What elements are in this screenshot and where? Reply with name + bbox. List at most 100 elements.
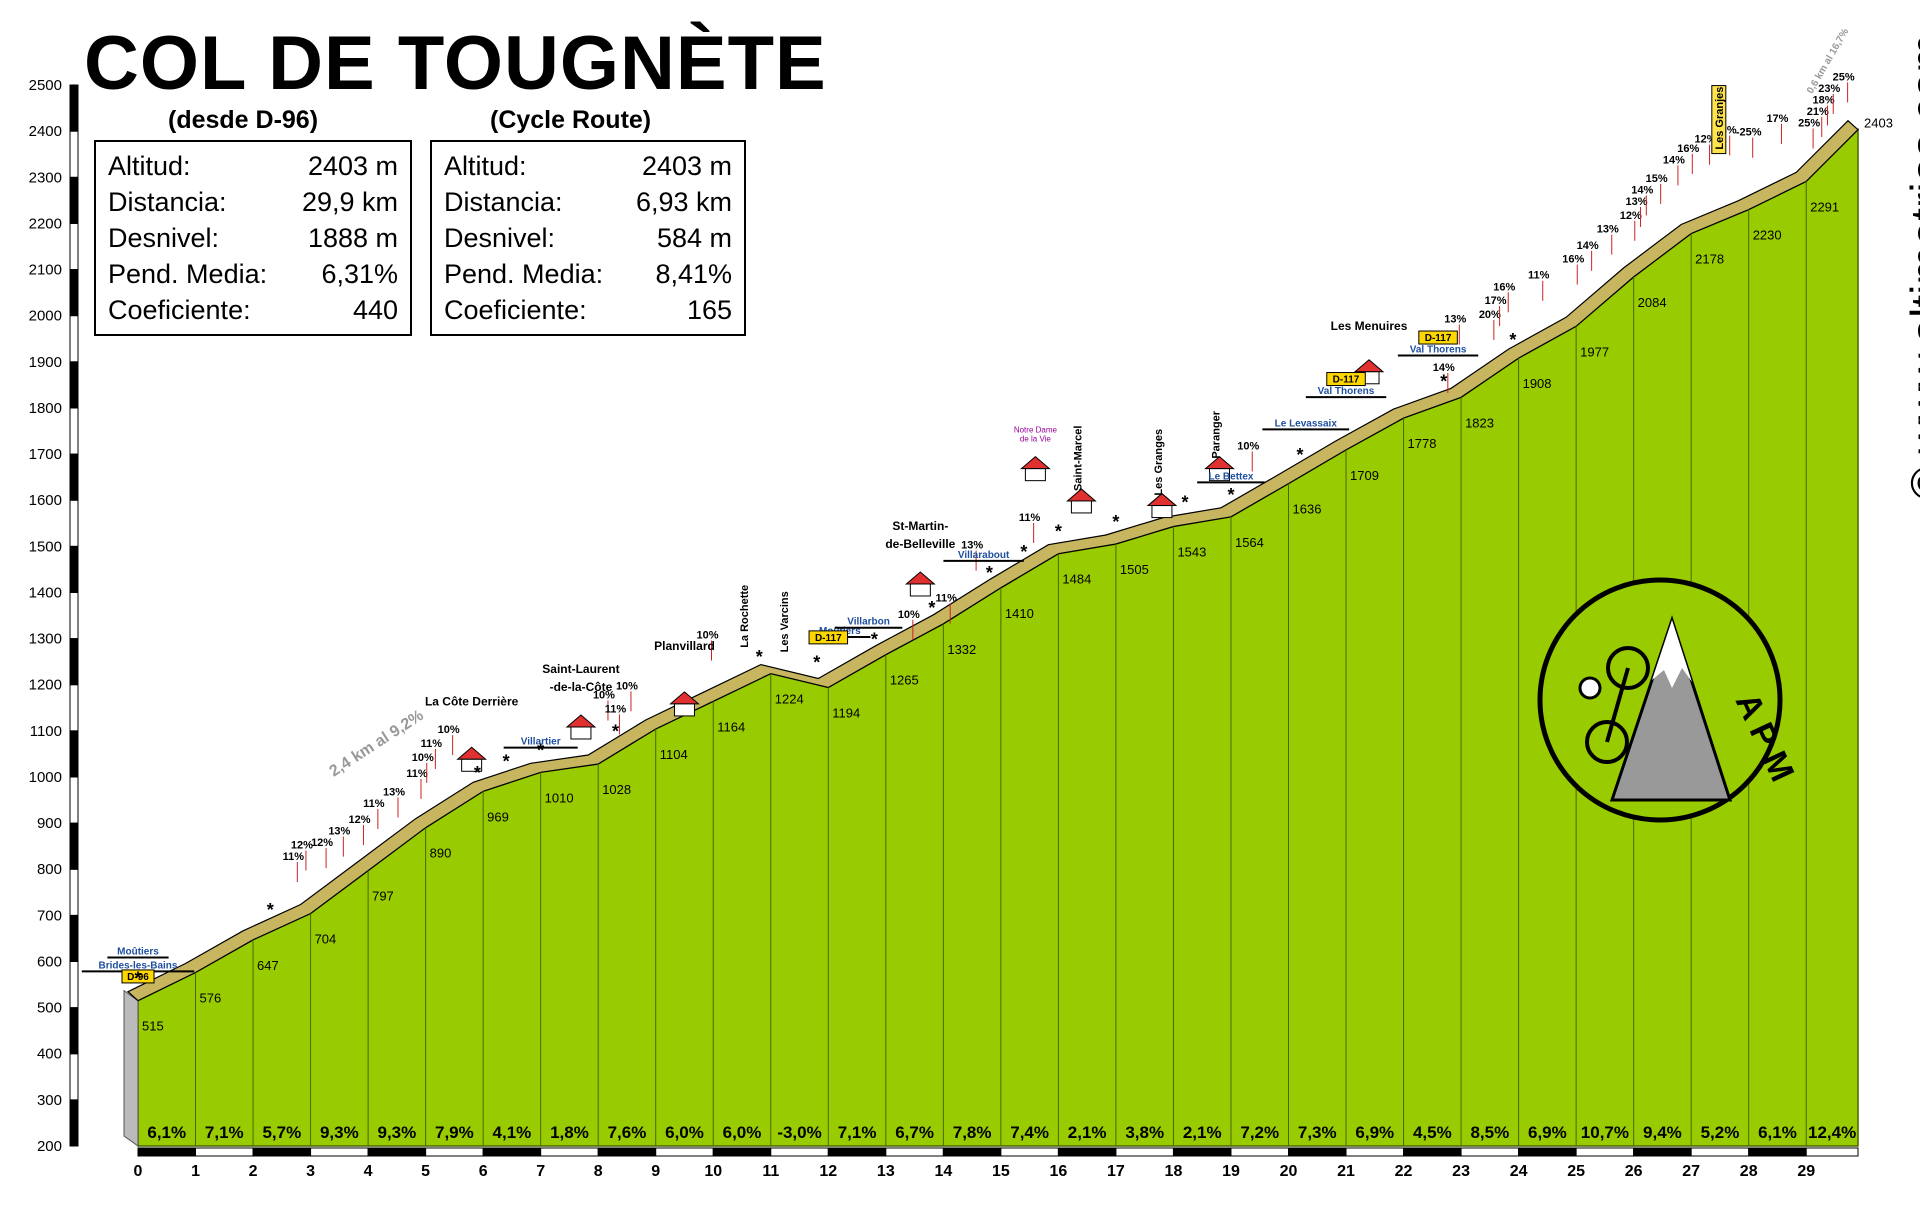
road-badge <box>1326 372 1366 387</box>
stats-label: Pend. Media: <box>444 259 604 289</box>
segment-gradient-label: 5,2% <box>1701 1123 1740 1142</box>
gradient-annotation: -25% <box>1736 127 1762 139</box>
x-axis-segment <box>1748 1147 1807 1157</box>
segment-gradient-label: 4,1% <box>493 1123 532 1142</box>
y-tick-label: 1000 <box>29 769 62 786</box>
x-axis-segment <box>1633 1147 1692 1157</box>
cyclist-icon <box>1578 676 1602 700</box>
stats-label: Distancia: <box>444 187 563 217</box>
y-tick-label: 1400 <box>29 584 62 601</box>
altitude-label: 1010 <box>545 790 574 805</box>
x-axis-segment <box>1288 1147 1347 1157</box>
segment-gradient-label: 4,5% <box>1413 1123 1452 1142</box>
road-sign-label: Le Bettex <box>1208 471 1253 482</box>
x-axis-segment <box>1403 1147 1462 1157</box>
stats-row: Pend. Media: 8,41% <box>444 256 732 292</box>
road-sign-label: Moûtiers <box>117 947 159 958</box>
x-axis-segment <box>137 1147 197 1157</box>
x-tick-label: 29 <box>1797 1163 1815 1180</box>
altitude-label: 2403 <box>1864 116 1893 131</box>
y-tick-label: 900 <box>37 815 62 832</box>
village-house-icon <box>570 726 592 740</box>
x-tick-label: 20 <box>1280 1163 1298 1180</box>
road-sign-label: Le Levassaix <box>1275 418 1338 429</box>
place-label-highlight <box>1711 85 1727 155</box>
segment-gradient-label: 7,4% <box>1010 1123 1049 1142</box>
altitude-label: 1977 <box>1580 344 1609 359</box>
gradient-annotation: 10% <box>438 724 460 736</box>
y-axis-segment <box>69 499 79 547</box>
segment-gradient-label: 9,3% <box>377 1123 416 1142</box>
altitude-label: 1823 <box>1465 415 1494 430</box>
star-marker-icon: * <box>1227 485 1234 505</box>
gradient-annotation: 11% <box>1528 270 1550 282</box>
place-label-vertical: Les Granges <box>1153 429 1165 496</box>
x-tick-label: 16 <box>1050 1163 1068 1180</box>
x-axis-segment <box>597 1147 657 1157</box>
segment-gradient-label: 6,0% <box>665 1123 704 1142</box>
y-axis-segment <box>69 361 79 409</box>
village-house-icon <box>461 758 483 772</box>
gradient-annotation: 16% <box>1677 143 1699 155</box>
altitude-label: 1265 <box>890 673 919 688</box>
x-axis-segment <box>1057 1147 1117 1157</box>
altitude-label: 1505 <box>1120 562 1149 577</box>
gradient-annotation: 11% <box>363 798 385 810</box>
y-tick-label: 1300 <box>29 631 62 648</box>
segment-gradient-label: 3,8% <box>1125 1123 1164 1142</box>
gradient-annotation: 13% <box>1626 196 1648 208</box>
place-label-vertical: La Rochette <box>739 585 751 648</box>
x-axis-segment <box>770 1147 829 1157</box>
star-marker-icon: * <box>267 900 274 920</box>
x-axis-segment <box>712 1147 772 1157</box>
x-tick-label: 25 <box>1567 1163 1585 1180</box>
altitude-label: 1224 <box>775 692 804 707</box>
bike-wheel-icon <box>1606 646 1650 690</box>
star-marker-icon: * <box>1296 445 1303 465</box>
altitude-label: 1484 <box>1062 572 1091 587</box>
village-house-icon <box>1024 468 1046 482</box>
village-house-icon <box>1151 505 1173 519</box>
road-badge-label: D-117 <box>815 633 842 644</box>
stats-value: 165 <box>686 295 732 325</box>
stats-row: Coeficiente: 165 <box>444 292 732 328</box>
x-axis-segment <box>482 1147 542 1157</box>
stats-value: 1888 m <box>307 223 398 253</box>
altitude-label: 1332 <box>947 642 976 657</box>
y-axis: 200 300 400 500 600 700 800 900 1000 1100 1200 1300… <box>29 77 79 1155</box>
place-label: La Côte Derrière <box>425 694 519 708</box>
altitude-label: 1543 <box>1177 544 1206 559</box>
stats-row: Distancia: 6,93 km <box>444 184 732 220</box>
star-marker-icon: * <box>134 969 141 989</box>
x-axis: 0 1 2 3 4 5 6 7 8 9 10 11 12 13 14 15 16 17 18 19 20 21 22 23 24… <box>134 1147 1859 1180</box>
x-axis-segment <box>1000 1147 1059 1157</box>
altitude-label: 1636 <box>1293 502 1322 517</box>
y-tick-label: 2500 <box>29 77 62 94</box>
x-axis-segment <box>827 1147 887 1157</box>
gradient-annotation: 12% <box>1620 210 1642 222</box>
star-marker-icon: * <box>871 629 878 649</box>
altitude-label: 1028 <box>602 782 631 797</box>
gradient-annotation: 25% <box>1798 118 1820 130</box>
gradient-annotation: 10% <box>616 680 638 692</box>
gradient-annotation: 13% <box>328 826 350 838</box>
village-roof-icon <box>904 571 936 585</box>
gradient-annotation: 10% <box>593 690 615 702</box>
x-tick-label: 6 <box>479 1163 488 1180</box>
x-tick-label: 3 <box>306 1163 315 1180</box>
place-label-vertical: Saint-Marcel <box>1072 426 1084 491</box>
y-axis-segment <box>69 269 79 317</box>
y-tick-label: 2300 <box>29 169 62 186</box>
road-sign-label: Val Thorens <box>1318 386 1375 397</box>
segment-gradient-label: 7,2% <box>1240 1123 1279 1142</box>
segment-gradient-label: 7,3% <box>1298 1123 1337 1142</box>
x-tick-label: 4 <box>364 1163 373 1180</box>
x-axis-segment <box>1172 1147 1232 1157</box>
small-place-label: de la Vie <box>1020 435 1052 444</box>
x-axis-segment <box>1575 1147 1635 1157</box>
y-tick-label: 800 <box>37 861 62 878</box>
x-tick-label: 24 <box>1510 1163 1528 1180</box>
y-axis-segment <box>69 822 79 870</box>
x-tick-label: 27 <box>1682 1163 1700 1180</box>
village-house-icon <box>909 583 931 597</box>
